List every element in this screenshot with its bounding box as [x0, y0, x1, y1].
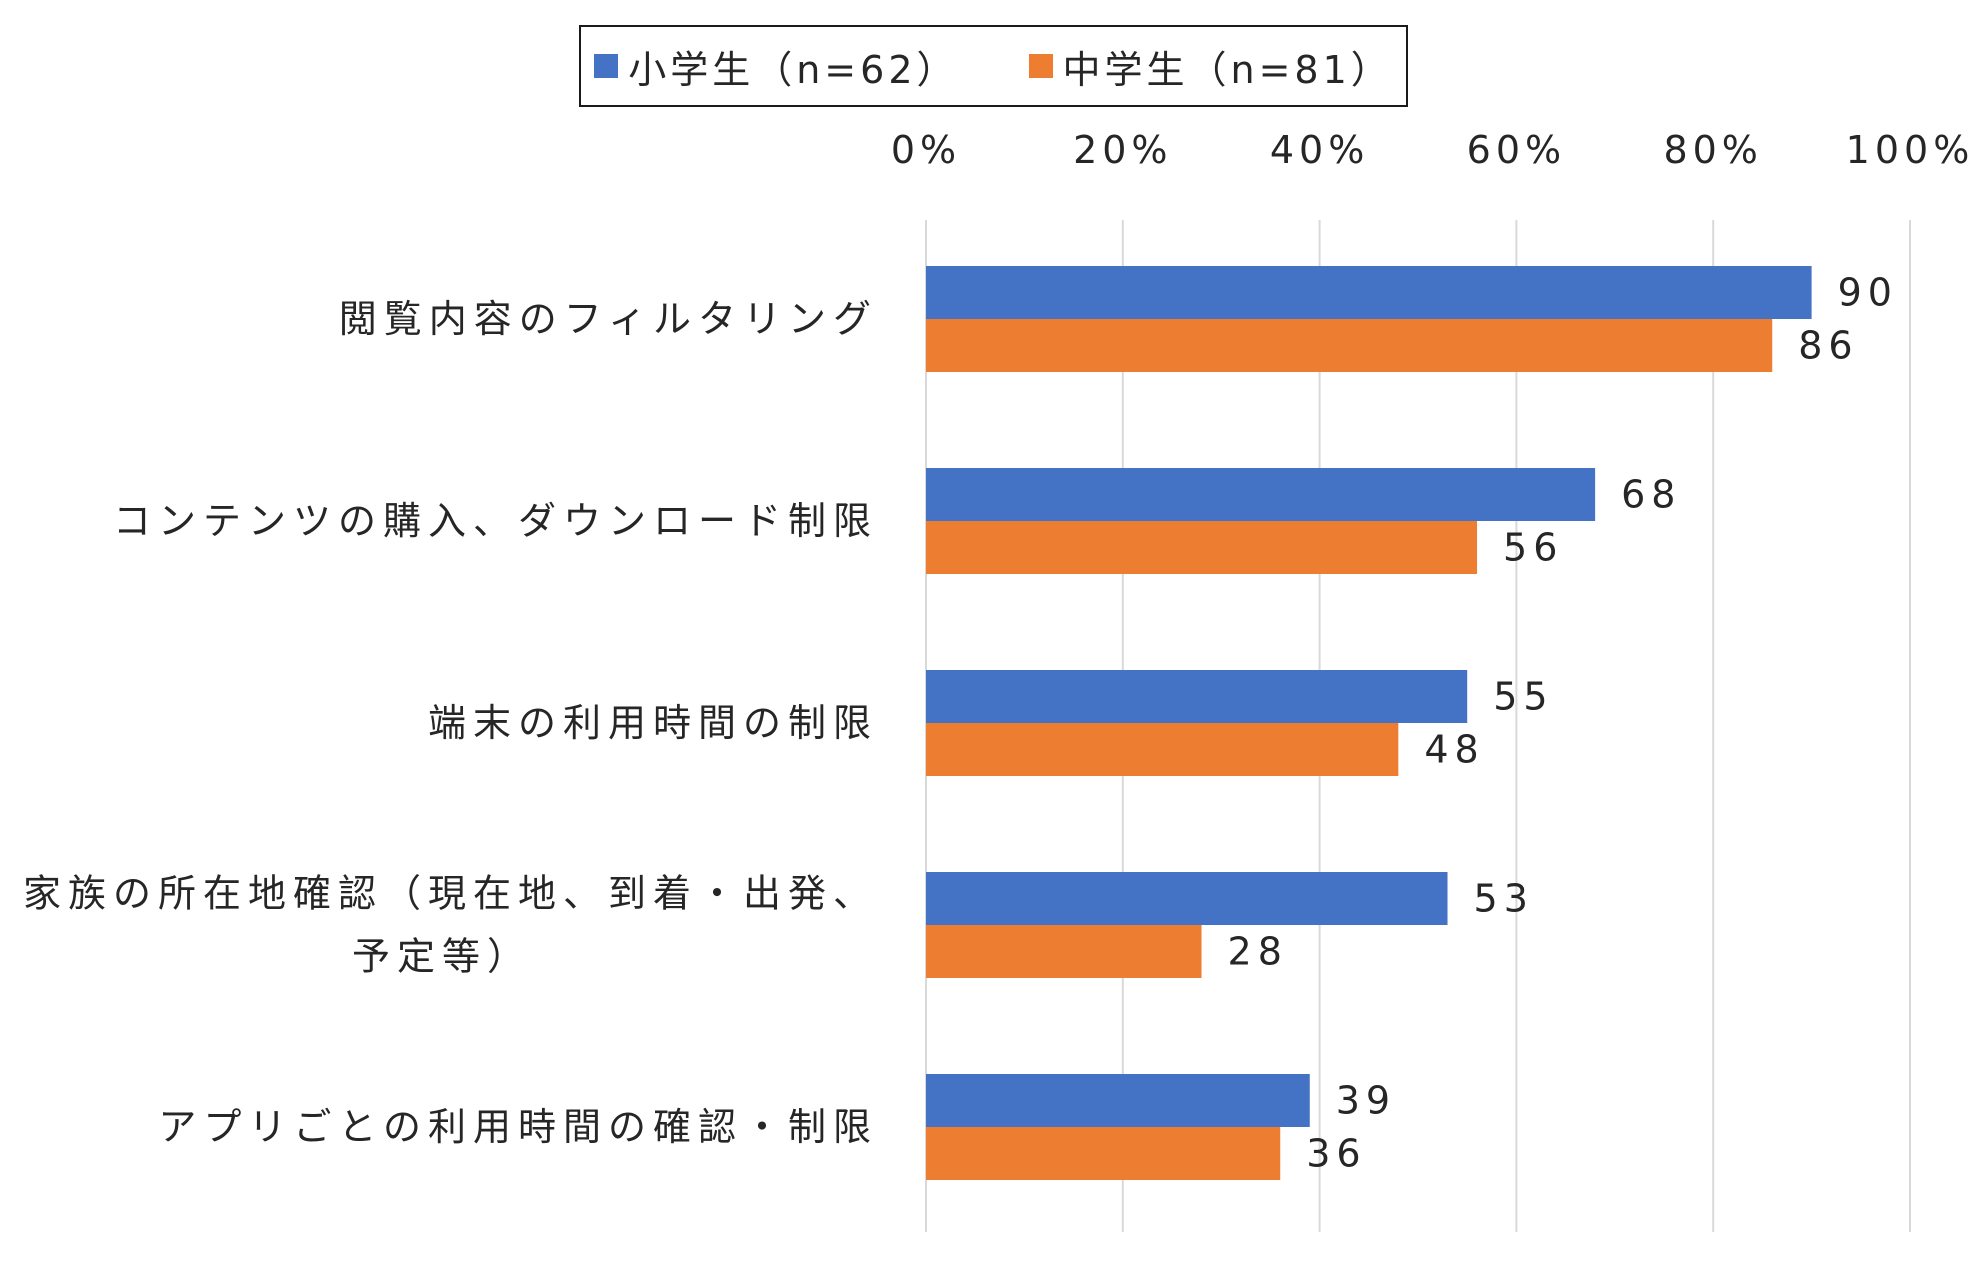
bar — [926, 925, 1202, 978]
data-label: 56 — [1503, 526, 1563, 570]
data-label: 36 — [1306, 1132, 1366, 1176]
bar — [926, 1074, 1310, 1127]
x-tick-label: 20% — [1073, 128, 1172, 172]
x-tick-label: 0% — [891, 128, 961, 172]
legend: 小学生（n=62） 中学生（n=81） — [579, 25, 1408, 107]
data-label: 86 — [1798, 324, 1858, 368]
x-tick-label: 100% — [1846, 128, 1975, 172]
legend-swatch-elementary — [594, 54, 619, 78]
category-label: コンテンツの購入、ダウンロード制限 — [113, 499, 878, 543]
bar — [926, 468, 1596, 521]
data-label: 28 — [1228, 930, 1288, 974]
bar — [926, 872, 1448, 925]
category-label: 家族の所在地確認（現在地、到着・出発、 — [23, 872, 878, 916]
legend-item-elementary: 小学生（n=62） — [594, 39, 958, 94]
category-label: 閲覧内容のフィルタリング — [339, 297, 878, 341]
data-label: 53 — [1474, 877, 1534, 921]
bar — [926, 723, 1399, 776]
x-tick-label: 60% — [1467, 128, 1566, 172]
bar — [926, 670, 1468, 723]
category-label: アプリごとの利用時間の確認・制限 — [158, 1105, 878, 1149]
bar — [926, 319, 1773, 372]
legend-label-elementary: 小学生（n=62） — [628, 47, 959, 92]
data-label: 39 — [1336, 1079, 1396, 1123]
data-label: 68 — [1621, 473, 1681, 517]
category-label: 端末の利用時間の制限 — [428, 701, 878, 745]
data-label: 48 — [1424, 728, 1484, 772]
x-tick-label: 40% — [1270, 128, 1369, 172]
data-label: 90 — [1838, 271, 1898, 315]
bar — [926, 266, 1812, 319]
bar — [926, 1127, 1281, 1180]
bar — [926, 521, 1478, 574]
legend-swatch-junior-high — [1028, 54, 1053, 78]
legend-label-junior-high: 中学生（n=81） — [1062, 47, 1393, 92]
data-label: 55 — [1493, 675, 1553, 719]
legend-item-junior-high: 中学生（n=81） — [1028, 39, 1393, 94]
x-tick-label: 80% — [1663, 128, 1762, 172]
category-label: 予定等） — [352, 935, 532, 979]
